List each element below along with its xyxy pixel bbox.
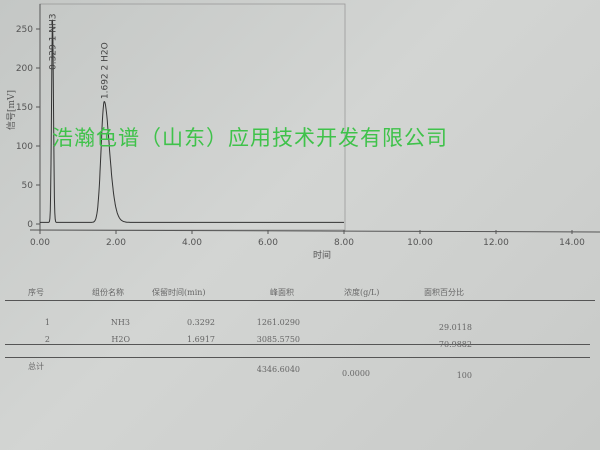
table-cell: 2 xyxy=(44,335,50,344)
plot-frame xyxy=(39,3,346,231)
peak-label: 1.692 2 H2O xyxy=(100,42,110,99)
column-header: 序号 xyxy=(28,288,44,297)
y-tick-label: 50 xyxy=(22,181,34,191)
y-tick-label: 100 xyxy=(16,142,33,152)
x-tick-label: 8.00 xyxy=(334,238,354,248)
table-cell: 70.9882 xyxy=(438,340,472,349)
x-tick-label: 12.00 xyxy=(483,238,509,248)
chromatogram-trace xyxy=(40,19,344,223)
table-divider xyxy=(5,300,595,301)
table-divider xyxy=(5,357,590,358)
x-tick-label: 2.00 xyxy=(106,238,126,248)
table-divider xyxy=(5,344,590,345)
table-cell: 29.0118 xyxy=(438,323,472,332)
watermark: 浩瀚色谱（山东）应用技术开发有限公司 xyxy=(52,126,448,150)
total-area: 4346.6040 xyxy=(256,365,300,374)
table-cell: H2O xyxy=(111,335,130,344)
total-percent: 100 xyxy=(456,371,472,380)
table-cell: 1261.0290 xyxy=(256,318,300,327)
x-tick-label: 4.00 xyxy=(182,238,202,248)
table-cell: 1.6917 xyxy=(187,335,215,344)
x-tick-label: 14.00 xyxy=(559,238,585,248)
x-tick-label: 6.00 xyxy=(258,238,278,248)
table-cell: NH3 xyxy=(110,318,130,327)
peak-label: 0.329 1 NH3 xyxy=(49,14,59,70)
table-cell: 3085.5750 xyxy=(256,335,300,344)
y-tick-label: 0 xyxy=(27,220,33,230)
chromatogram: 0.00 2.00 4.00 6.00 8.00 10.00 12.00 14.00 0 50 10… xyxy=(5,3,600,260)
y-tick-label: 250 xyxy=(16,25,33,35)
total-label: 总计 xyxy=(28,362,44,371)
x-tick-label: 0.00 xyxy=(30,238,50,248)
y-tick-label: 150 xyxy=(16,103,33,113)
x-axis-label: 时间 xyxy=(313,249,331,260)
total-conc: 0.0000 xyxy=(342,369,370,378)
x-axis xyxy=(29,229,600,233)
column-header: 保留时间(min) xyxy=(152,288,206,297)
column-header: 浓度(g/L) xyxy=(344,288,380,297)
column-header: 峰面积 xyxy=(270,288,294,297)
y-tick-label: 200 xyxy=(16,64,33,74)
y-axis-label: 信号[mV] xyxy=(5,90,17,130)
x-tick-label: 10.00 xyxy=(407,238,433,248)
table-cell: 0.3292 xyxy=(187,318,215,327)
column-header: 面积百分比 xyxy=(424,288,464,297)
table-cell: 1 xyxy=(44,318,50,327)
column-header: 组份名称 xyxy=(92,288,124,297)
